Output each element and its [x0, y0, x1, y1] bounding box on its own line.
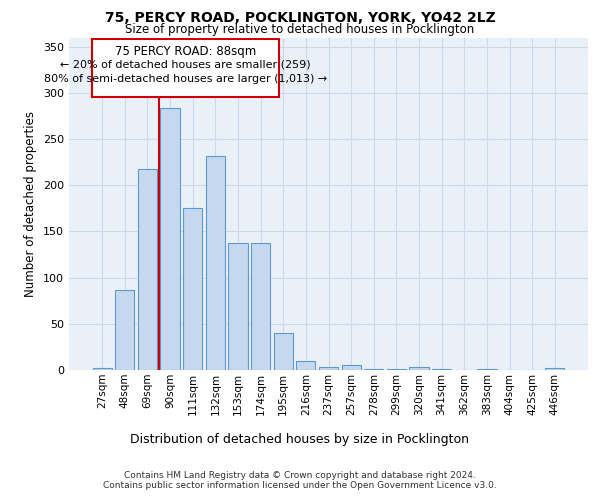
Bar [251, 242, 270, 370]
Bar [183, 208, 202, 370]
Text: Contains HM Land Registry data © Crown copyright and database right 2024.: Contains HM Land Registry data © Crown c… [124, 471, 476, 480]
Text: 75, PERCY ROAD, POCKLINGTON, YORK, YO42 2LZ: 75, PERCY ROAD, POCKLINGTON, YORK, YO42 … [104, 11, 496, 25]
Bar [206, 156, 225, 370]
Bar [409, 367, 428, 370]
Y-axis label: Number of detached properties: Number of detached properties [25, 111, 37, 296]
Bar [432, 369, 451, 370]
Bar [229, 242, 248, 370]
Bar [545, 368, 565, 370]
Bar [319, 367, 338, 370]
Text: ← 20% of detached houses are smaller (259): ← 20% of detached houses are smaller (25… [60, 60, 311, 70]
Bar [341, 366, 361, 370]
Text: Contains public sector information licensed under the Open Government Licence v3: Contains public sector information licen… [103, 481, 497, 490]
Text: 80% of semi-detached houses are larger (1,013) →: 80% of semi-detached houses are larger (… [44, 74, 327, 85]
Bar [160, 108, 180, 370]
Bar [92, 368, 112, 370]
Text: Size of property relative to detached houses in Pocklington: Size of property relative to detached ho… [125, 22, 475, 36]
Bar [364, 369, 383, 370]
Bar [296, 361, 316, 370]
Bar [387, 369, 406, 370]
Bar [115, 290, 134, 370]
Text: 75 PERCY ROAD: 88sqm: 75 PERCY ROAD: 88sqm [115, 45, 256, 58]
Bar [274, 333, 293, 370]
Bar [138, 168, 157, 370]
Bar [477, 369, 497, 370]
Text: Distribution of detached houses by size in Pocklington: Distribution of detached houses by size … [131, 432, 470, 446]
FancyBboxPatch shape [92, 40, 279, 96]
